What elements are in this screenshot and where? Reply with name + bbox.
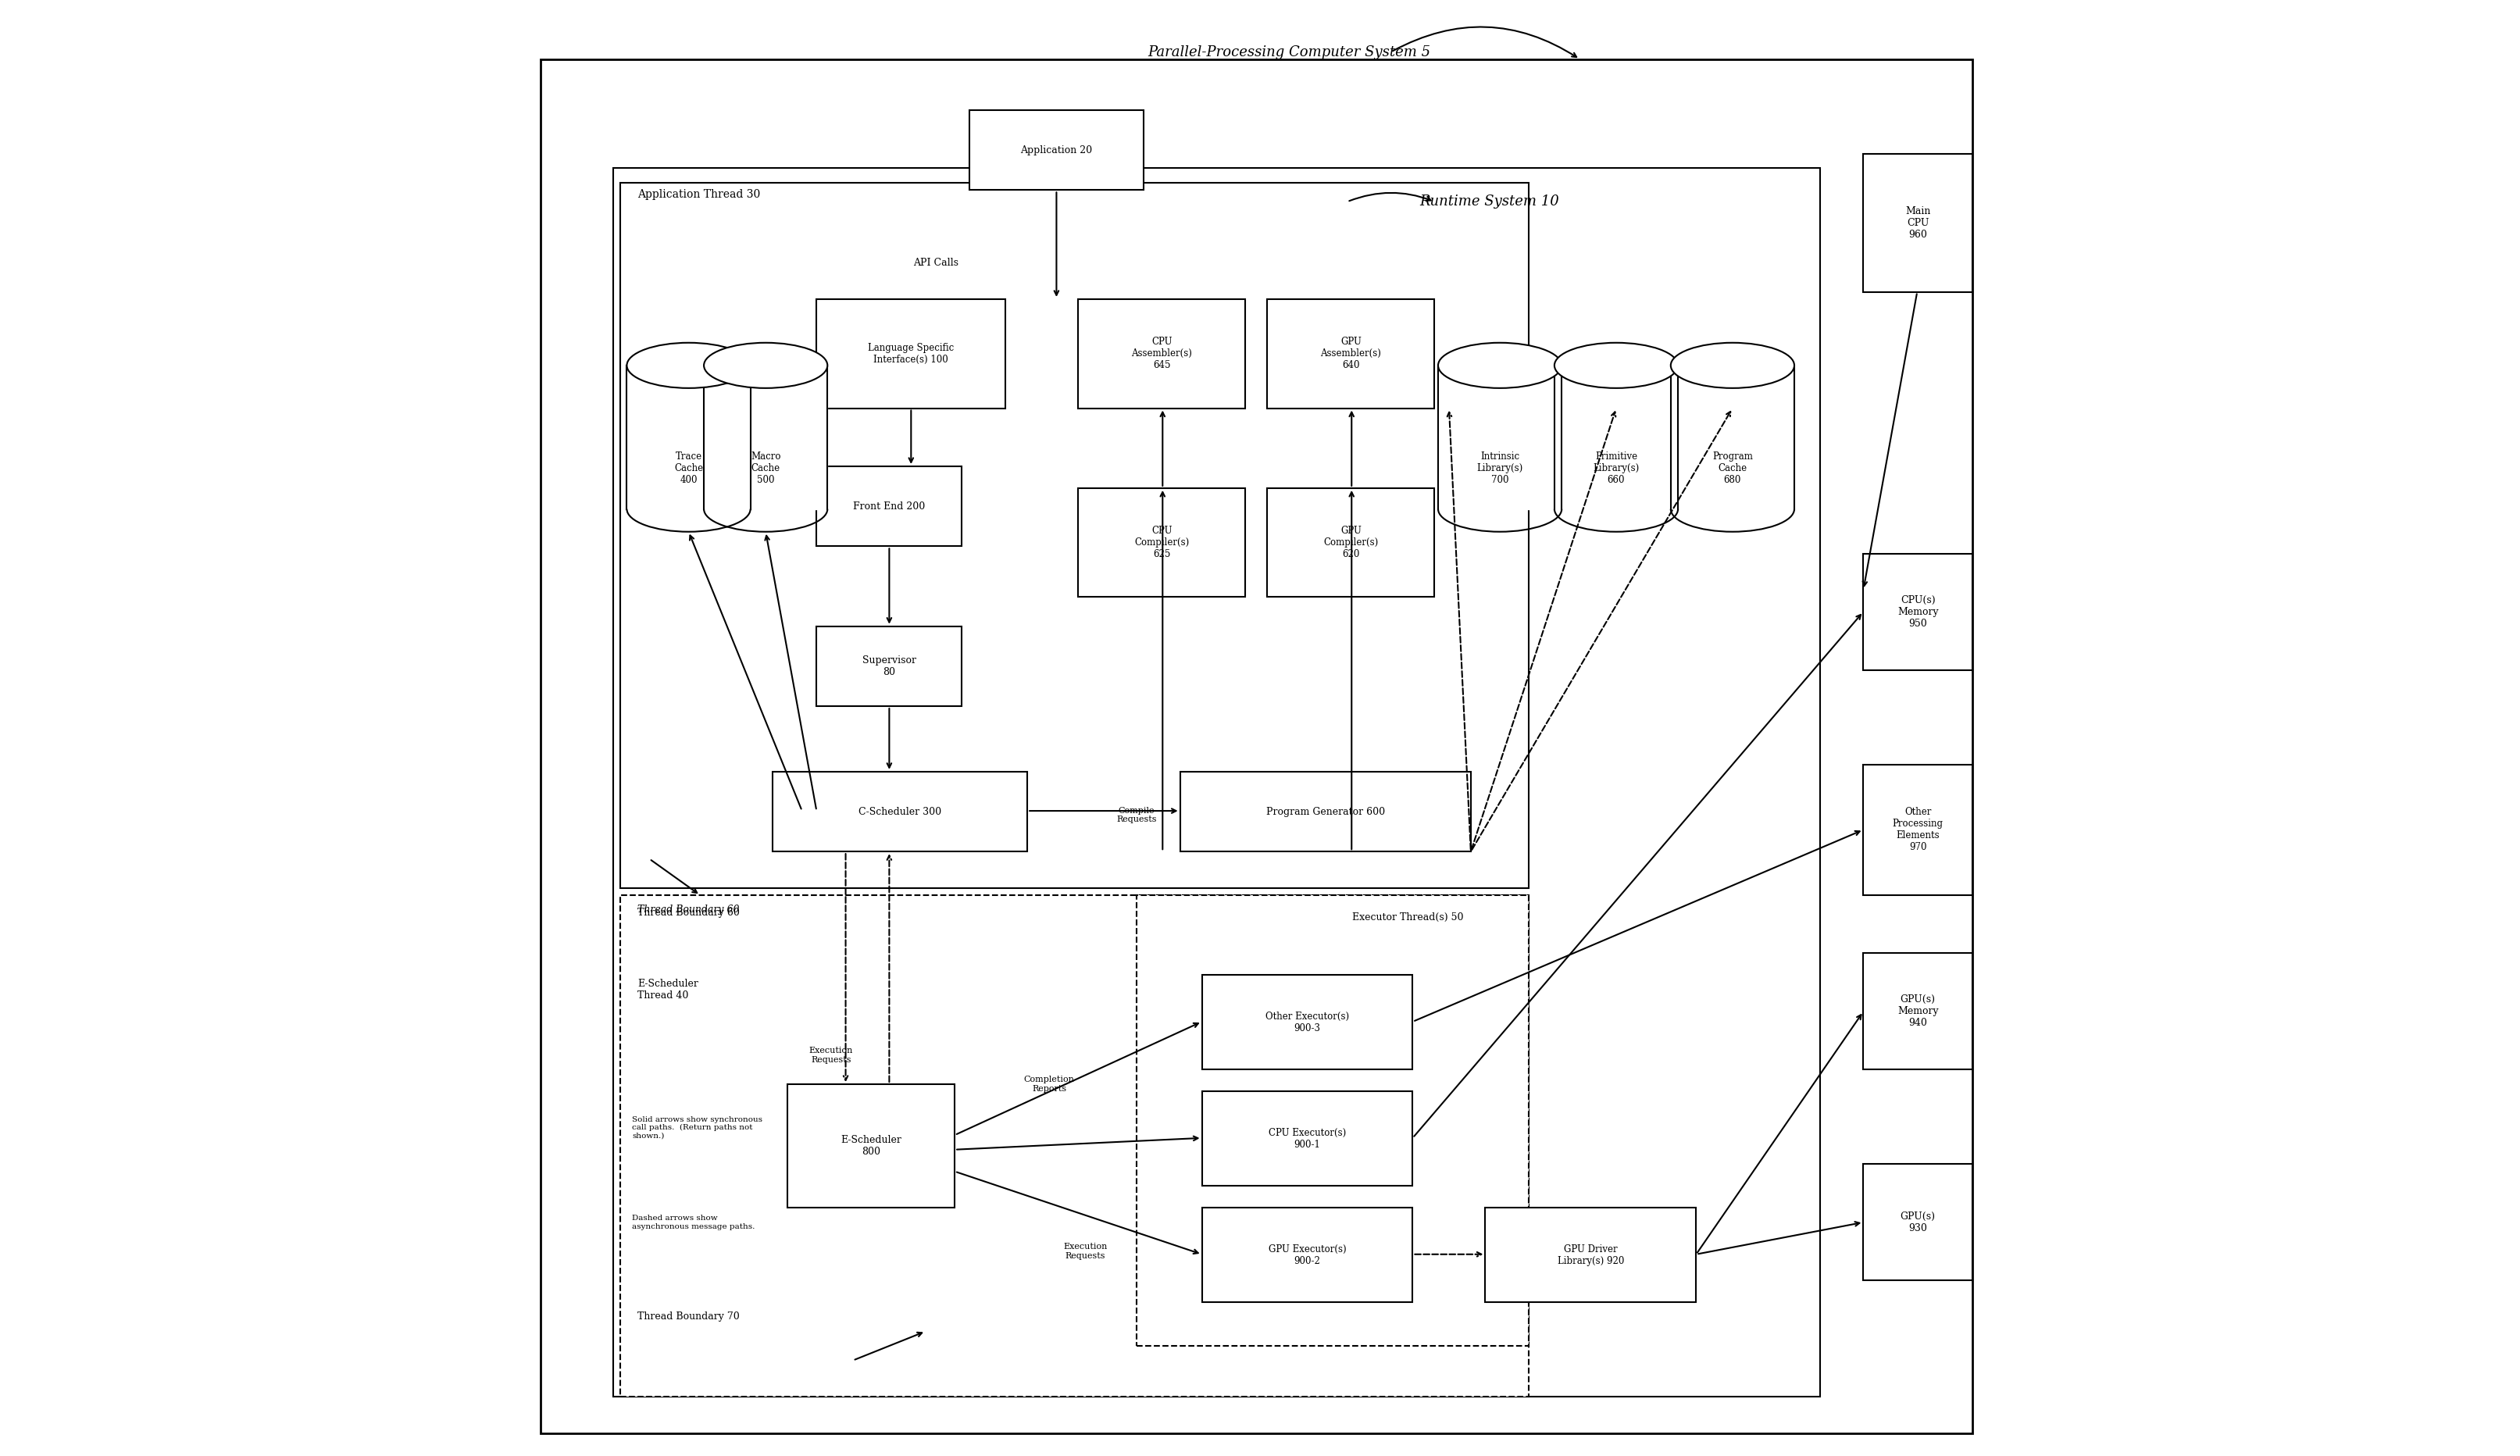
Text: GPU
Assembler(s)
640: GPU Assembler(s) 640 (1320, 336, 1381, 370)
FancyBboxPatch shape (786, 1085, 955, 1208)
Text: Macro
Cache
500: Macro Cache 500 (751, 451, 781, 485)
Text: API Calls: API Calls (912, 258, 958, 268)
FancyBboxPatch shape (1202, 976, 1414, 1070)
FancyBboxPatch shape (1862, 764, 1973, 895)
Ellipse shape (703, 342, 827, 389)
Text: Thread Boundary 70: Thread Boundary 70 (638, 1312, 741, 1322)
Text: Runtime System 10: Runtime System 10 (1419, 195, 1560, 208)
FancyBboxPatch shape (1484, 1208, 1696, 1302)
Bar (703, 365, 827, 510)
Text: Thread Boundary 60: Thread Boundary 60 (638, 907, 741, 917)
Text: Compile
Requests: Compile Requests (1116, 807, 1157, 824)
FancyBboxPatch shape (1202, 1092, 1414, 1187)
Text: GPU(s)
Memory
940: GPU(s) Memory 940 (1898, 994, 1938, 1028)
Text: Main
CPU
960: Main CPU 960 (1905, 205, 1930, 240)
Text: E-Scheduler
Thread 40: E-Scheduler Thread 40 (638, 978, 698, 1000)
FancyBboxPatch shape (539, 60, 1973, 1433)
FancyBboxPatch shape (1862, 954, 1973, 1070)
FancyBboxPatch shape (1079, 488, 1245, 597)
Text: GPU(s)
930: GPU(s) 930 (1900, 1211, 1935, 1233)
Text: CPU
Compiler(s)
625: CPU Compiler(s) 625 (1134, 526, 1189, 559)
Text: Executor Thread(s) 50: Executor Thread(s) 50 (1353, 911, 1464, 922)
Text: CPU(s)
Memory
950: CPU(s) Memory 950 (1898, 596, 1938, 629)
Text: CPU
Assembler(s)
645: CPU Assembler(s) 645 (1131, 336, 1192, 370)
Text: Supervisor
80: Supervisor 80 (862, 655, 917, 677)
FancyBboxPatch shape (774, 772, 1028, 852)
Text: Thread Boundary 60: Thread Boundary 60 (638, 904, 741, 914)
FancyBboxPatch shape (816, 298, 1005, 408)
Bar (627, 365, 751, 510)
Text: C-Scheduler 300: C-Scheduler 300 (859, 807, 942, 817)
FancyBboxPatch shape (1079, 298, 1245, 408)
FancyBboxPatch shape (816, 626, 963, 706)
Text: Parallel-Processing Computer System 5: Parallel-Processing Computer System 5 (1147, 45, 1431, 60)
FancyBboxPatch shape (816, 466, 963, 546)
FancyBboxPatch shape (1862, 154, 1973, 291)
Text: Language Specific
Interface(s) 100: Language Specific Interface(s) 100 (867, 342, 955, 364)
FancyBboxPatch shape (1862, 553, 1973, 670)
Text: Execution
Requests: Execution Requests (1063, 1243, 1109, 1259)
Text: Trace
Cache
400: Trace Cache 400 (675, 451, 703, 485)
Text: Execution
Requests: Execution Requests (809, 1047, 854, 1063)
FancyBboxPatch shape (1862, 1165, 1973, 1280)
FancyBboxPatch shape (585, 89, 1842, 1411)
Ellipse shape (1439, 342, 1562, 389)
Text: GPU Executor(s)
900-2: GPU Executor(s) 900-2 (1268, 1243, 1346, 1265)
Text: Primitive
Library(s)
660: Primitive Library(s) 660 (1593, 451, 1641, 485)
Text: Other
Processing
Elements
970: Other Processing Elements 970 (1893, 807, 1943, 852)
Text: Program Generator 600: Program Generator 600 (1265, 807, 1386, 817)
Text: Application Thread 30: Application Thread 30 (638, 189, 761, 199)
Bar (620, 895, 1530, 1396)
FancyBboxPatch shape (970, 111, 1144, 191)
Ellipse shape (1671, 342, 1794, 389)
Ellipse shape (627, 342, 751, 389)
Text: Front End 200: Front End 200 (854, 501, 925, 511)
Text: Application 20: Application 20 (1021, 146, 1094, 156)
Text: Completion
Reports: Completion Reports (1023, 1076, 1074, 1092)
Bar (1137, 895, 1530, 1345)
FancyBboxPatch shape (1268, 298, 1434, 408)
Text: CPU Executor(s)
900-1: CPU Executor(s) 900-1 (1268, 1128, 1346, 1150)
Text: GPU Driver
Library(s) 920: GPU Driver Library(s) 920 (1557, 1243, 1623, 1265)
Text: Solid arrows show synchronous
call paths.  (Return paths not
shown.): Solid arrows show synchronous call paths… (633, 1117, 764, 1140)
Bar (1439, 365, 1562, 510)
Text: Other Executor(s)
900-3: Other Executor(s) 900-3 (1265, 1012, 1348, 1034)
Bar (1671, 365, 1794, 510)
FancyBboxPatch shape (1202, 1208, 1414, 1302)
Text: Intrinsic
Library(s)
700: Intrinsic Library(s) 700 (1477, 451, 1522, 485)
Text: Program
Cache
680: Program Cache 680 (1711, 451, 1754, 485)
FancyBboxPatch shape (1268, 488, 1434, 597)
FancyBboxPatch shape (620, 183, 1530, 888)
Text: Dashed arrows show
asynchronous message paths.: Dashed arrows show asynchronous message … (633, 1214, 756, 1230)
Text: E-Scheduler
800: E-Scheduler 800 (842, 1136, 902, 1158)
Bar (1555, 365, 1678, 510)
FancyBboxPatch shape (1179, 772, 1472, 852)
Text: GPU
Compiler(s)
620: GPU Compiler(s) 620 (1323, 526, 1378, 559)
FancyBboxPatch shape (612, 169, 1819, 1396)
Ellipse shape (1555, 342, 1678, 389)
